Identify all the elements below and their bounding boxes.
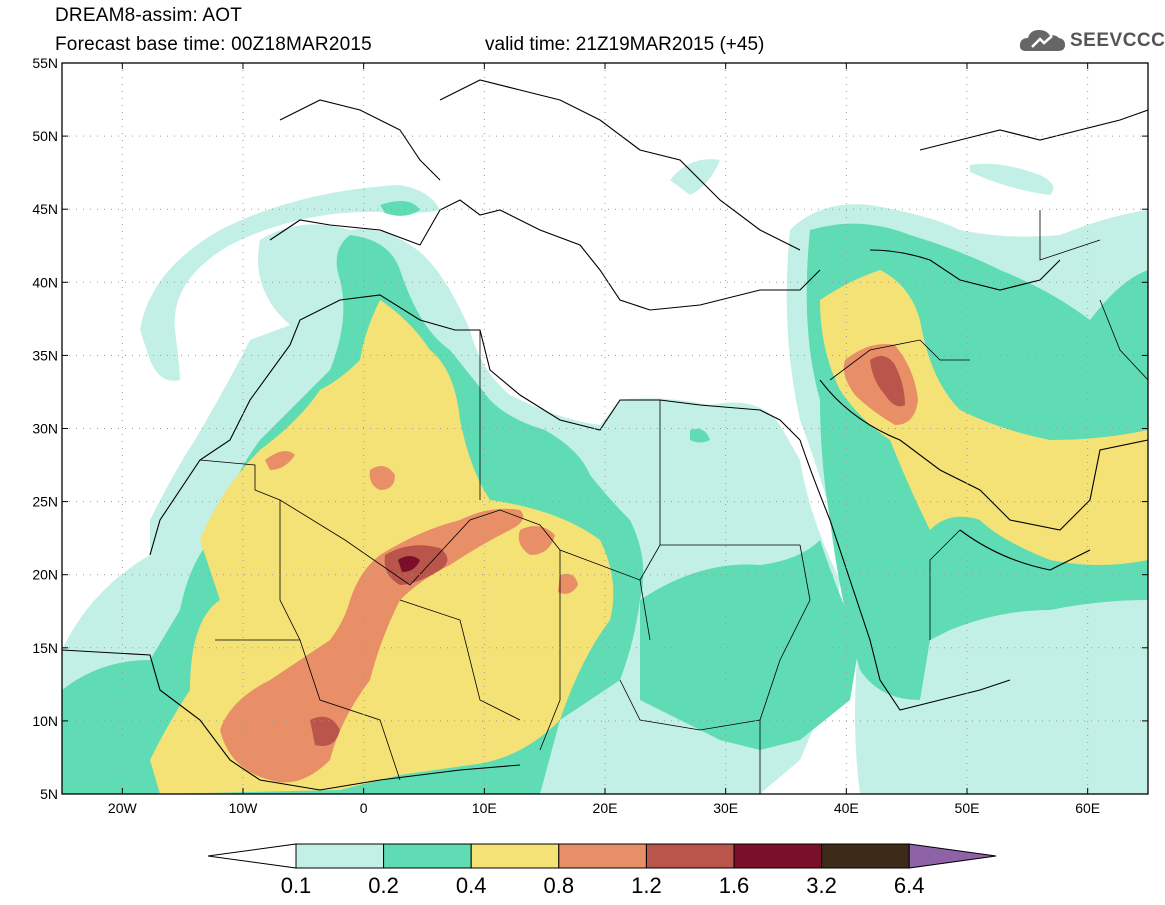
colorbar-swatch: [645, 843, 735, 869]
lon-label: 40E: [834, 800, 859, 816]
colorbar-label: 1.6: [719, 873, 750, 898]
lat-label: 50N: [32, 128, 58, 144]
axis-ticks: [62, 62, 1148, 795]
lat-label: 35N: [32, 347, 58, 363]
colorbar-swatch: [295, 843, 385, 869]
lon-label: 20W: [108, 800, 138, 816]
colorbar-swatch: [558, 843, 647, 869]
colorbar-swatch: [821, 843, 910, 869]
aot-field: [62, 63, 1148, 794]
colorbar-high-tip: [908, 843, 997, 869]
lon-label: 60E: [1075, 800, 1100, 816]
colorbar-label: 0.8: [544, 873, 575, 898]
colorbar-swatch: [383, 843, 472, 869]
colorbar-label: 3.2: [806, 873, 837, 898]
lon-label: 10E: [472, 800, 497, 816]
valid-time: valid time: 21Z19MAR2015 (+45): [485, 34, 765, 55]
colorbar-swatch: [733, 843, 823, 869]
seevccc-logo: SEEVCCC: [1018, 25, 1165, 57]
cloud-icon: [1019, 30, 1065, 51]
graticule: [62, 63, 1148, 794]
map-title: DREAM8-assim: AOT: [55, 5, 243, 26]
country-borders: [199, 210, 1148, 794]
lat-label: 30N: [32, 421, 58, 437]
colorbar-labels: 0.1 0.2 0.4 0.8 1.2 1.6 3.2 6.4: [281, 873, 925, 898]
lon-label: 30E: [713, 800, 738, 816]
lat-label: 20N: [32, 567, 58, 583]
forecast-base-time: Forecast base time: 00Z18MAR2015: [55, 34, 372, 55]
lat-label: 25N: [32, 494, 58, 510]
colorbar-label: 1.2: [631, 873, 662, 898]
lat-label: 5N: [40, 786, 58, 802]
longitude-labels: 20W 10W 0 10E 20E 30E 40E 50E 60E: [108, 800, 1100, 816]
lon-label: 20E: [593, 800, 618, 816]
coastlines: [62, 79, 1148, 791]
lon-label: 10W: [229, 800, 259, 816]
colorbar-low-tip: [207, 843, 297, 869]
logo-text: SEEVCCC: [1070, 30, 1165, 51]
lat-label: 55N: [32, 55, 58, 71]
latitude-labels: 55N 50N 45N 40N 35N 30N 25N 20N 15N 10N 5N: [32, 55, 58, 802]
colorbar-swatch: [470, 843, 560, 869]
aot-level-1-6: [398, 556, 420, 572]
colorbar: [207, 843, 997, 869]
lon-label: 50E: [955, 800, 980, 816]
lon-label: 0: [360, 800, 368, 816]
lat-label: 45N: [32, 201, 58, 217]
lat-label: 15N: [32, 640, 58, 656]
lat-label: 10N: [32, 713, 58, 729]
lat-label: 40N: [32, 274, 58, 290]
colorbar-label: 0.4: [456, 873, 487, 898]
colorbar-label: 6.4: [894, 873, 925, 898]
colorbar-label: 0.2: [368, 873, 399, 898]
colorbar-label: 0.1: [281, 873, 312, 898]
